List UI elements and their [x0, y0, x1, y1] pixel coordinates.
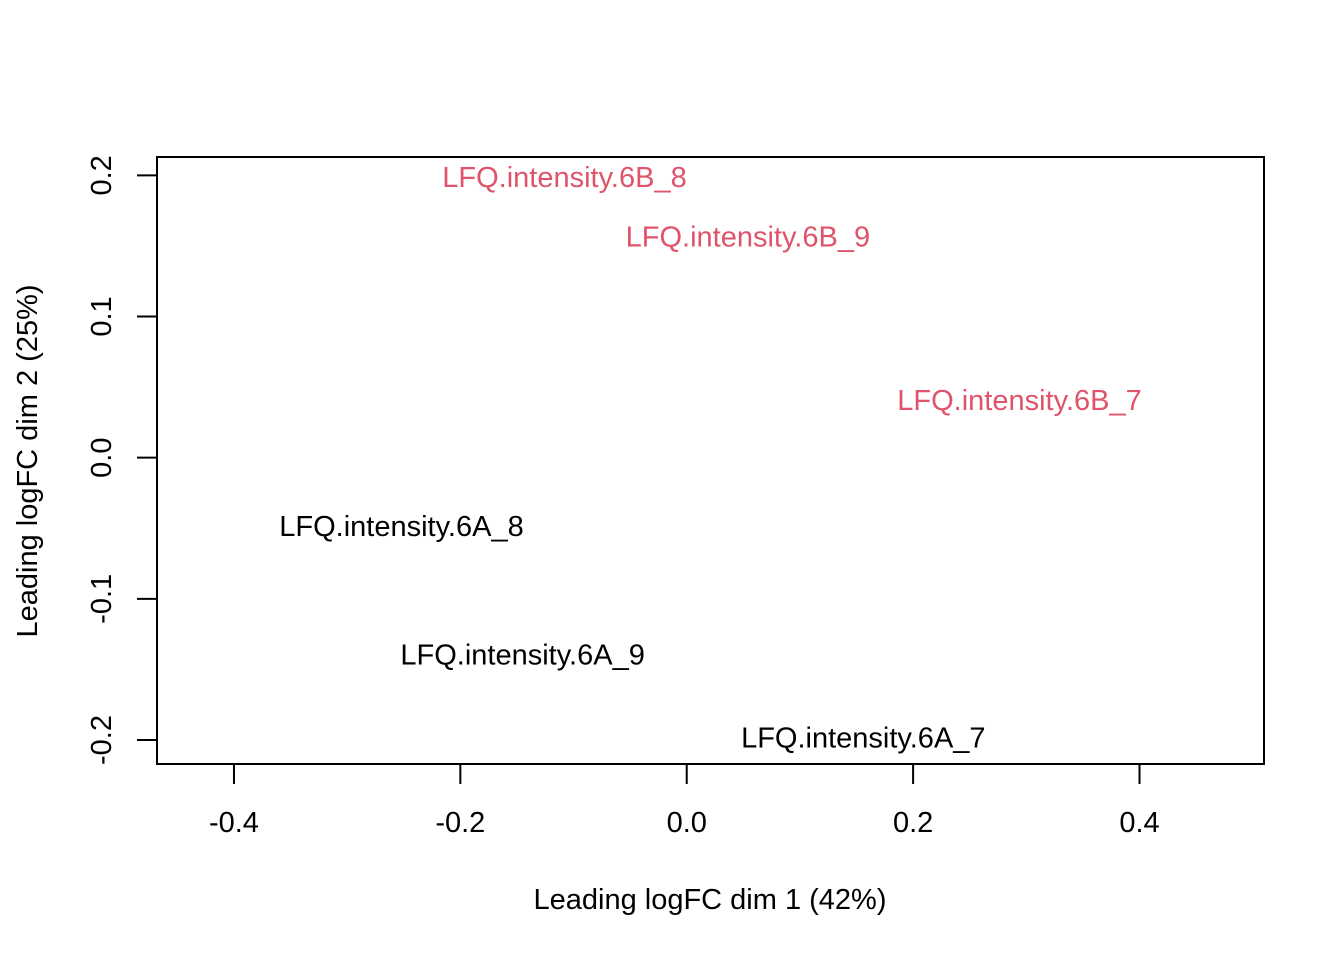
point-label: LFQ.intensity.6A_9	[400, 639, 644, 671]
point-labels: LFQ.intensity.6A_7 LFQ.intensity.6A_8 LFQ.…	[279, 162, 1142, 754]
point-label: LFQ.intensity.6A_8	[279, 511, 523, 543]
x-tick-label: 0.4	[1119, 807, 1159, 839]
y-tick-label: -0.1	[86, 574, 118, 624]
x-tick-label: -0.2	[435, 807, 485, 839]
point-label: LFQ.intensity.6B_8	[442, 162, 686, 194]
y-tick-label: 0.0	[86, 438, 118, 478]
y-tick-label: -0.2	[86, 715, 118, 765]
y-tick-label: 0.2	[86, 155, 118, 195]
x-tick-label: 0.0	[667, 807, 707, 839]
x-tick-label: -0.4	[209, 807, 259, 839]
point-label: LFQ.intensity.6A_7	[741, 723, 985, 755]
y-axis: -0.2 -0.1 0.0 0.1 0.2	[86, 155, 158, 765]
x-axis: -0.4 -0.2 0.0 0.2 0.4	[209, 763, 1160, 839]
y-axis-title: Leading logFC dim 2 (25%)	[12, 284, 44, 637]
y-tick-label: 0.1	[86, 296, 118, 336]
x-axis-title: Leading logFC dim 1 (42%)	[533, 884, 886, 916]
x-tick-label: 0.2	[893, 807, 933, 839]
point-label: LFQ.intensity.6B_7	[897, 385, 1141, 417]
point-label: LFQ.intensity.6B_9	[626, 221, 870, 253]
